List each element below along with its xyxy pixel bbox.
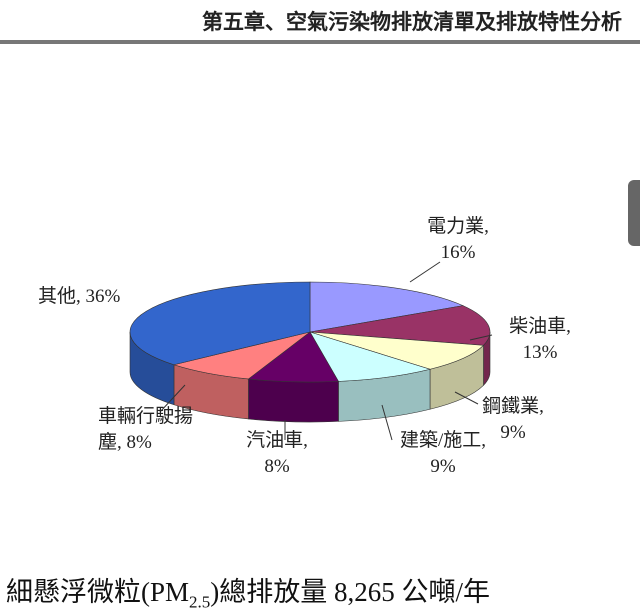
pie-slice xyxy=(247,331,339,383)
header-rule xyxy=(0,40,640,44)
slice-label: 鋼鐵業, 9% xyxy=(478,394,548,446)
pie-slice xyxy=(129,281,311,366)
leader-line xyxy=(381,404,393,441)
value-label: 9% xyxy=(430,456,456,477)
slice-label: 建築/施工, 9% xyxy=(388,428,498,480)
leader-line xyxy=(469,334,493,341)
leader-line xyxy=(409,261,441,283)
caption-subscript: 2.5 xyxy=(189,592,211,612)
category-label: 汽油車, xyxy=(246,430,308,451)
category-label: 建築/施工, xyxy=(399,430,487,451)
slice-label: 汽油車, 8% xyxy=(232,428,322,480)
pie-side xyxy=(248,378,339,423)
slice-label: 柴油車, 13% xyxy=(500,314,580,366)
category-label: 車輛行駛揚塵, xyxy=(98,406,194,453)
category-label: 柴油車, xyxy=(509,316,571,337)
header-title: 第五章、空氣污染物排放清單及排放特性分析 xyxy=(202,10,622,34)
slice-label: 電力業, 16% xyxy=(418,214,498,266)
leader-line xyxy=(159,384,186,413)
category-label: 鋼鐵業, xyxy=(482,396,544,417)
category-label: 電力業, xyxy=(427,216,489,237)
value-label: 8% xyxy=(264,456,290,477)
pie-slice xyxy=(172,331,311,380)
value-label: 9% xyxy=(500,422,526,443)
caption-prefix: 細懸浮微粒(PM xyxy=(6,577,190,607)
value-label: 8% xyxy=(126,432,152,453)
pie-slice xyxy=(309,281,464,333)
slice-label: 車輛行駛揚塵, 8% xyxy=(98,404,193,456)
value-label: 16% xyxy=(440,242,476,263)
slice-label: 其他, 36% xyxy=(38,284,178,310)
value-label: 36% xyxy=(85,286,121,307)
value-label: 13% xyxy=(522,342,558,363)
leader-line xyxy=(454,391,479,405)
pie-slice xyxy=(309,331,432,382)
caption: 細懸浮微粒(PM2.5)總排放量 8,265 公噸/年 xyxy=(6,570,490,612)
pie-slice xyxy=(309,331,485,370)
category-label: 其他, xyxy=(38,286,81,307)
caption-suffix: )總排放量 8,265 公噸/年 xyxy=(210,577,491,607)
side-tab xyxy=(628,180,640,246)
